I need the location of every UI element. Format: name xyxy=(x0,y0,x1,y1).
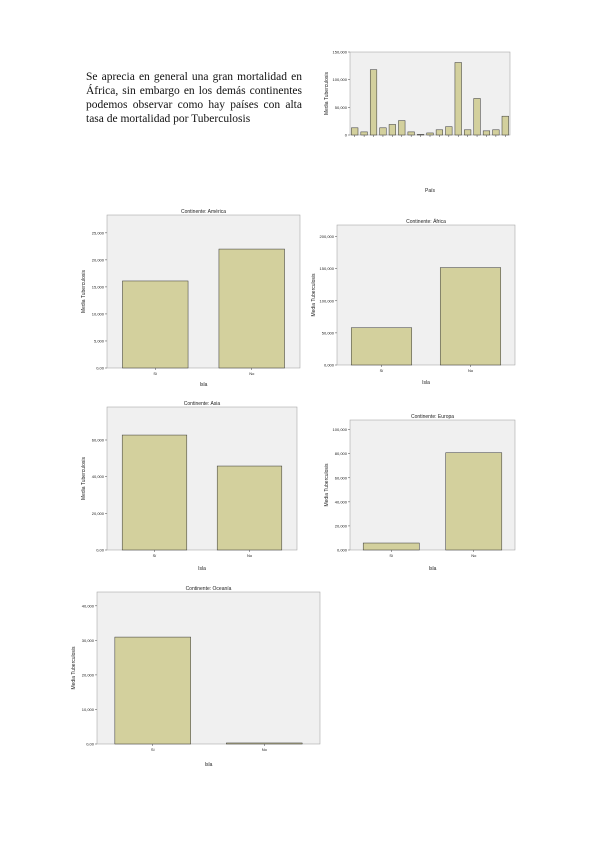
y-tick-label: 150,000 xyxy=(320,266,335,271)
bar xyxy=(388,124,396,136)
bar xyxy=(492,129,500,136)
y-tick-label: 100,000 xyxy=(333,77,348,82)
y-tick-label: 10,000 xyxy=(92,311,105,316)
y-tick-label: 100,000 xyxy=(320,298,335,303)
y-tick-label: 20,000 xyxy=(92,257,105,262)
y-tick-label: 100,000 xyxy=(333,427,348,432)
y-tick-label: 50,000 xyxy=(322,330,335,335)
y-tick-label: 25,000 xyxy=(92,230,105,235)
x-axis-label: Isla xyxy=(429,566,437,572)
chart-title: Continente: Oceanía xyxy=(186,586,232,592)
y-tick-label: 5,000 xyxy=(94,338,105,343)
bar xyxy=(226,742,303,745)
x-tick-label: Sí xyxy=(389,553,394,558)
bar xyxy=(454,62,462,136)
paragraph: Se aprecia en general una gran mortalida… xyxy=(86,71,302,125)
y-tick-label: 10,000 xyxy=(82,707,95,712)
x-axis-label: Isla xyxy=(200,382,208,388)
chart-title: Continente: América xyxy=(181,209,226,215)
y-axis-label: Media Tuberculosis xyxy=(311,273,317,317)
x-tick-label: No xyxy=(471,553,477,558)
bar xyxy=(435,129,443,136)
x-tick-label: Sí xyxy=(153,371,158,376)
y-tick-label: 40,000 xyxy=(335,499,348,504)
bar xyxy=(445,126,453,136)
bar xyxy=(216,465,283,551)
x-tick-label: No xyxy=(247,553,253,558)
y-tick-label: 60,000 xyxy=(335,475,348,480)
y-tick-label: 150,000 xyxy=(333,50,348,55)
y-axis-label: Media Tuberculosis xyxy=(81,269,87,313)
x-axis-label: Isla xyxy=(422,380,430,386)
x-axis-label: Isla xyxy=(198,566,206,572)
bar xyxy=(445,452,503,551)
chart-title: Continente: África xyxy=(406,218,446,225)
bar xyxy=(114,636,191,745)
y-tick-label: 40,000 xyxy=(92,474,105,479)
x-tick-label: No xyxy=(468,368,474,373)
bar xyxy=(439,267,502,366)
y-tick-label: 0,000 xyxy=(324,363,335,368)
y-tick-label: 40,000 xyxy=(82,603,95,608)
x-tick-label: No xyxy=(249,371,255,376)
y-axis-label: Media Tuberculosis xyxy=(324,463,330,507)
x-tick-label: No xyxy=(262,747,268,752)
bar xyxy=(350,327,413,366)
bar xyxy=(369,69,378,136)
bar xyxy=(379,127,387,136)
y-tick-label: 0,00 xyxy=(86,742,95,747)
bar xyxy=(351,127,359,136)
bar xyxy=(121,434,188,551)
bar xyxy=(501,115,509,136)
y-tick-label: 60,000 xyxy=(92,438,105,443)
x-tick-label: Sí xyxy=(380,368,385,373)
y-tick-label: 0,00 xyxy=(96,548,105,553)
bar xyxy=(417,134,425,136)
x-tick-label: Sí xyxy=(151,747,156,752)
y-tick-label: 80,000 xyxy=(335,451,348,456)
bar xyxy=(362,542,420,551)
y-axis-label: Media Tuberculosis xyxy=(81,456,87,500)
y-tick-label: 0,00 xyxy=(96,366,105,371)
bar xyxy=(426,132,434,136)
y-tick-label: 30,000 xyxy=(82,638,95,643)
y-tick-label: 200,000 xyxy=(320,234,335,239)
chart-title: Continente: Europa xyxy=(411,414,454,420)
bar xyxy=(464,129,472,136)
y-tick-label: 20,000 xyxy=(335,523,348,528)
bar xyxy=(473,98,481,136)
y-axis-label: Media Tuberculosis xyxy=(324,71,330,115)
bar xyxy=(218,248,285,369)
y-tick-label: 15,000 xyxy=(92,284,105,289)
bar xyxy=(407,131,415,136)
x-axis-label: Isla xyxy=(205,762,213,768)
y-tick-label: 20,000 xyxy=(82,672,95,677)
y-tick-label: 20,000 xyxy=(92,511,105,516)
y-tick-label: 0,000 xyxy=(337,548,348,553)
bar xyxy=(398,120,406,136)
chart-title: Continente: Asia xyxy=(184,401,221,407)
x-axis-label: País xyxy=(425,188,436,194)
y-tick-label: 50,000 xyxy=(335,105,348,110)
bar xyxy=(482,130,491,136)
bar xyxy=(122,280,189,369)
bar xyxy=(360,131,368,136)
y-tick-label: 0 xyxy=(345,133,348,138)
x-tick-label: Sí xyxy=(153,553,158,558)
y-axis-label: Media Tuberculosis xyxy=(71,646,77,690)
